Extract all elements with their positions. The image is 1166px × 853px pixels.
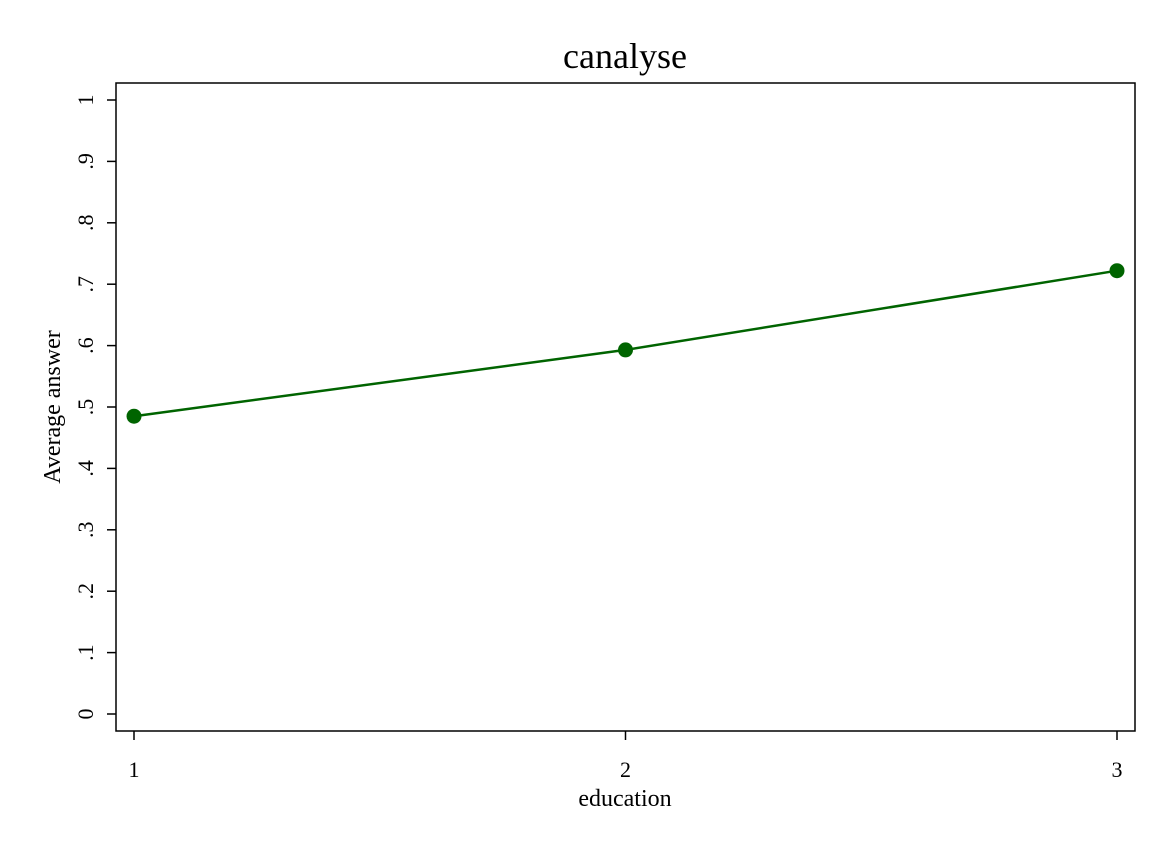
y-tick-label: .6	[73, 337, 98, 354]
data-point	[618, 342, 633, 358]
y-tick-label: .5	[73, 399, 98, 416]
y-tick-label: 1	[73, 95, 98, 106]
data-point	[126, 408, 142, 424]
y-tick-label: 0	[73, 709, 98, 720]
x-axis-title: education	[578, 786, 671, 812]
chart-title: canalyse	[563, 36, 687, 76]
x-axis: 1 2 3	[129, 731, 1123, 782]
y-tick-label: .2	[73, 583, 98, 600]
y-tick-label: .8	[73, 215, 98, 232]
y-tick-label: .1	[73, 644, 98, 661]
y-tick-label: .9	[73, 153, 98, 170]
y-tick-label: .3	[73, 522, 98, 539]
y-tick-label: .4	[73, 460, 98, 477]
y-axis: 0 .1 .2 .3 .4 .5 .6 .7 .8 .9 1	[73, 95, 116, 720]
y-tick-label: .7	[73, 276, 98, 293]
x-tick-label: 1	[129, 757, 140, 782]
y-axis-title: Average answer	[40, 330, 66, 483]
x-tick-label: 2	[620, 757, 631, 782]
data-point	[1109, 263, 1125, 279]
plot-area	[115, 82, 1136, 732]
x-tick-label: 3	[1112, 757, 1123, 782]
series-layer	[126, 263, 1125, 424]
